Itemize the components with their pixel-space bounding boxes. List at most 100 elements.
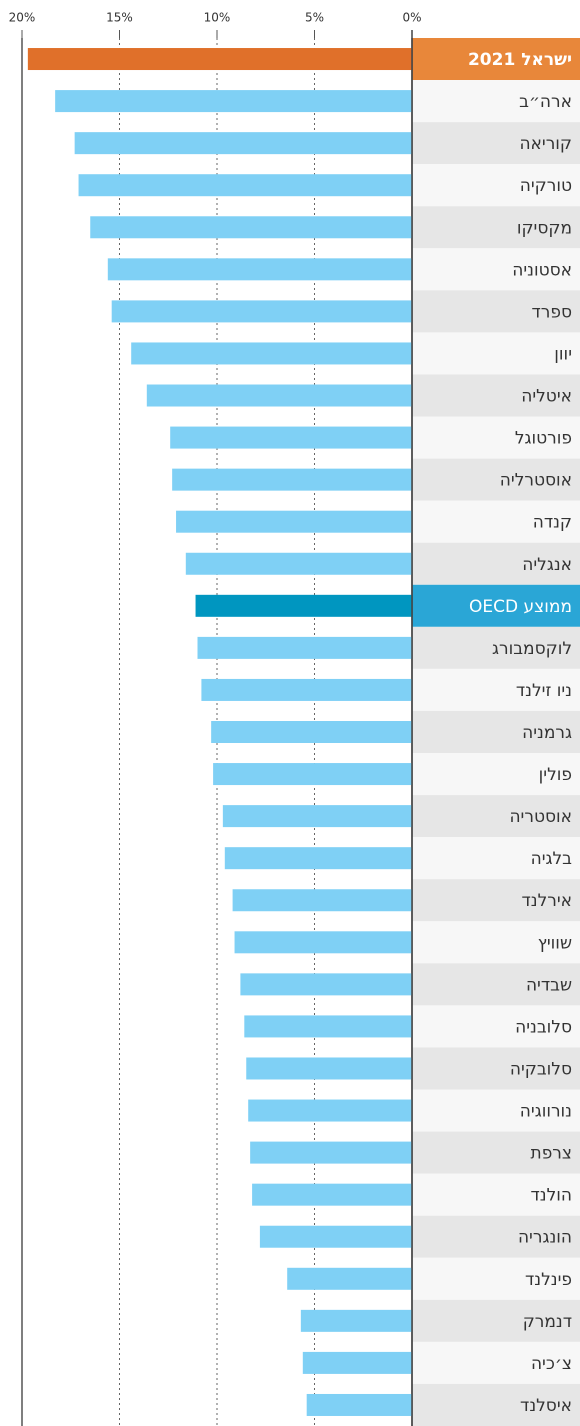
x-tick-label: 5% [305, 11, 324, 25]
x-tick-label: 20% [9, 11, 36, 25]
label-background [412, 1215, 580, 1258]
bar [246, 1057, 412, 1080]
label-background [412, 879, 580, 922]
label-background [412, 921, 580, 964]
bar [55, 90, 413, 113]
label-background [412, 290, 580, 333]
bar [201, 678, 412, 701]
bar [240, 973, 412, 996]
category-label: פולין [539, 765, 572, 785]
x-tick-label: 0% [402, 11, 421, 25]
label-background [412, 1257, 580, 1300]
bar [306, 1393, 412, 1416]
bar [300, 1309, 412, 1332]
bar [131, 342, 412, 365]
label-background [412, 837, 580, 880]
label-background [412, 1089, 580, 1132]
bar [213, 763, 412, 786]
bar [27, 48, 412, 71]
category-label: גרמניה [522, 723, 572, 743]
category-label: פורטוגל [515, 429, 572, 449]
bar [234, 931, 412, 954]
category-label: קנדה [533, 513, 572, 533]
category-label: סלובקיה [510, 1059, 572, 1079]
bar [172, 468, 412, 491]
category-label: אנגליה [522, 555, 572, 575]
bar [248, 1099, 412, 1122]
bar [302, 1351, 412, 1374]
label-background [412, 248, 580, 291]
label-background [412, 1383, 580, 1426]
label-background [412, 1131, 580, 1174]
label-background [412, 374, 580, 417]
label-background [412, 753, 580, 796]
category-label: שוויץ [538, 933, 572, 953]
bar [232, 889, 412, 912]
category-label: הולנד [531, 1186, 573, 1206]
bar [287, 1267, 412, 1290]
bar [176, 510, 412, 533]
label-background [412, 1005, 580, 1048]
category-label: פינלנד [525, 1270, 572, 1290]
label-background [412, 963, 580, 1006]
bar [111, 300, 412, 323]
category-label: איסלנד [520, 1396, 572, 1416]
bar [222, 805, 412, 828]
bar [195, 594, 412, 617]
category-label: ישראל 2021 [468, 50, 572, 70]
bar [78, 174, 413, 197]
label-background [412, 1047, 580, 1090]
bar [185, 552, 412, 575]
category-label: נורווגיה [520, 1102, 572, 1122]
category-label: שבדיה [526, 975, 572, 995]
label-background [412, 164, 580, 207]
x-tick-label: 10% [204, 11, 231, 25]
label-background [412, 710, 580, 754]
category-label: אירלנד [521, 891, 572, 911]
bar [224, 847, 412, 870]
category-label: אסטוניה [512, 260, 572, 280]
label-background [412, 500, 580, 543]
bar [211, 721, 412, 743]
category-label: בלגיה [531, 849, 573, 869]
category-label: ספרד [531, 302, 572, 322]
label-background [412, 1173, 580, 1216]
category-label: צ׳כיה [531, 1354, 572, 1374]
category-label: הונגריה [518, 1228, 572, 1248]
category-label: מקסיקו [517, 218, 572, 238]
bar [197, 636, 412, 659]
label-background [412, 1299, 580, 1342]
category-label: ממוצע OECD [469, 597, 572, 617]
label-background [412, 206, 580, 249]
bar [146, 384, 413, 407]
category-label: ארה״ב [519, 92, 572, 112]
category-label: יוון [554, 344, 572, 364]
label-background [412, 458, 580, 501]
bar [252, 1183, 412, 1206]
label-background [412, 584, 580, 627]
x-tick-label: 15% [106, 11, 133, 25]
label-background [412, 668, 580, 711]
label-background [412, 626, 580, 669]
label-background [412, 416, 580, 459]
label-background [412, 38, 580, 81]
category-label: אוסטרליה [500, 471, 572, 491]
label-background [412, 332, 580, 375]
category-label: צרפת [531, 1144, 572, 1164]
bar [90, 216, 412, 239]
label-background [412, 1341, 580, 1384]
bar [244, 1015, 412, 1038]
category-label: טורקיה [520, 176, 572, 196]
category-label: אוסטריה [509, 807, 572, 827]
label-background [412, 80, 580, 123]
bar [107, 258, 413, 281]
label-background [412, 795, 580, 838]
bar [250, 1141, 412, 1164]
category-label: קוריאה [519, 134, 572, 154]
bar [259, 1225, 412, 1248]
category-label: לוקסמבורג [492, 639, 572, 659]
bar [170, 426, 412, 449]
label-background [412, 122, 580, 165]
category-label: ניו זילנד [516, 681, 572, 701]
